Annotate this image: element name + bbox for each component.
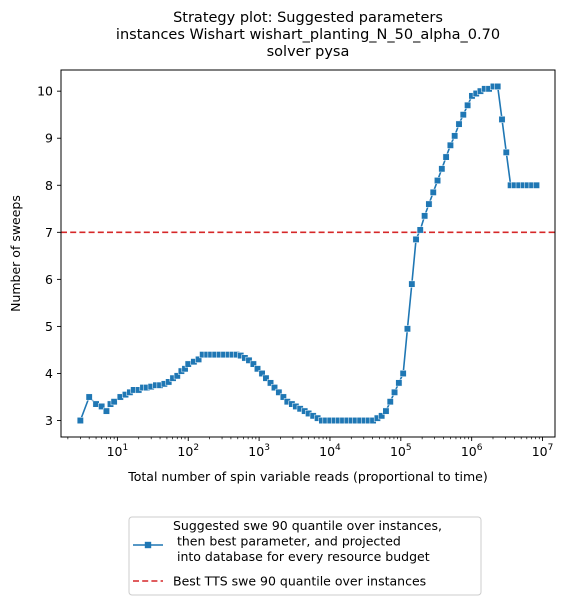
y-tick-label: 3	[45, 413, 53, 428]
y-tick-label: 5	[45, 319, 53, 334]
x-tick-exponent: 2	[193, 443, 199, 453]
data-point	[110, 398, 118, 406]
data-point	[98, 402, 106, 410]
series-line	[79, 85, 537, 422]
data-point	[386, 398, 394, 406]
x-tick-base: 10	[107, 444, 123, 459]
data-point	[412, 235, 420, 243]
data-point	[403, 325, 411, 333]
data-point	[165, 378, 173, 386]
data-point	[502, 148, 510, 156]
chart-title-line: Strategy plot: Suggested parameters	[173, 10, 443, 26]
data-point	[76, 417, 84, 424]
x-tick-exponent: 3	[264, 443, 270, 453]
x-tick-label: 106	[461, 443, 483, 459]
data-point	[378, 412, 386, 420]
x-tick-label: 104	[319, 443, 341, 459]
data-point	[399, 370, 407, 377]
y-axis-ticks: 3 4 5 6 7 8 9 10	[37, 84, 61, 428]
x-tick-base: 10	[461, 444, 477, 459]
chart-title-line: instances Wishart wishart_planting_N_50_…	[116, 27, 500, 43]
x-tick-exponent: 6	[477, 443, 483, 453]
data-point	[382, 407, 390, 415]
data-point	[173, 372, 181, 380]
data-point	[459, 111, 467, 119]
legend-box	[128, 516, 482, 596]
x-tick-base: 10	[390, 444, 406, 459]
data-point	[494, 83, 502, 90]
legend-series-marker	[144, 541, 152, 549]
y-tick-label: 9	[45, 131, 53, 146]
y-tick-label: 4	[45, 366, 53, 381]
data-point	[438, 165, 446, 173]
y-tick-label: 10	[37, 84, 53, 99]
data-point	[102, 407, 110, 415]
data-point	[271, 384, 278, 392]
data-point	[421, 212, 429, 220]
data-series	[76, 83, 540, 424]
chart-title: Strategy plot: Suggested parametersinsta…	[116, 10, 500, 60]
data-point	[249, 360, 257, 368]
data-point	[408, 280, 416, 288]
x-tick-exponent: 1	[122, 443, 128, 453]
data-point	[391, 388, 399, 396]
data-point	[416, 226, 424, 234]
x-tick-label: 107	[532, 443, 554, 459]
data-point	[195, 355, 203, 363]
plot-area-frame	[60, 69, 556, 438]
x-tick-base: 10	[319, 444, 335, 459]
data-point	[464, 101, 472, 109]
x-tick-exponent: 4	[335, 443, 341, 453]
x-tick-label: 102	[177, 443, 199, 459]
data-point	[532, 181, 540, 189]
x-axis-label: Total number of spin variable reads (pro…	[127, 469, 488, 484]
data-point	[429, 188, 437, 196]
y-tick-label: 6	[45, 272, 53, 287]
data-point	[279, 393, 287, 401]
data-point	[451, 132, 459, 140]
data-point	[446, 141, 454, 149]
legend-series-name: Suggested swe 90 quantile over instances…	[173, 518, 442, 564]
data-point	[455, 120, 463, 128]
x-tick-base: 10	[532, 444, 548, 459]
data-point	[434, 177, 442, 185]
chart-title-line: solver pysa	[267, 44, 350, 60]
data-point	[245, 356, 253, 364]
data-point	[262, 374, 270, 382]
y-tick-label: 8	[45, 178, 53, 193]
data-point	[258, 370, 266, 377]
data-point	[395, 379, 403, 387]
data-point	[498, 115, 506, 123]
data-point	[267, 379, 274, 387]
x-tick-label: 101	[107, 443, 129, 459]
x-tick-base: 10	[248, 444, 264, 459]
data-point	[254, 365, 261, 373]
y-tick-label: 7	[45, 225, 53, 240]
x-tick-base: 10	[177, 444, 193, 459]
legend: Suggested swe 90 quantile over instances…	[128, 516, 482, 596]
data-point	[85, 393, 93, 401]
x-axis-ticks: 101 102 103 104 105 106 107	[67, 437, 554, 459]
data-point	[275, 388, 283, 396]
x-tick-label: 105	[390, 443, 412, 459]
legend-reference-name: Best TTS swe 90 quantile over instances	[173, 574, 426, 589]
x-tick-label: 103	[248, 443, 270, 459]
x-tick-exponent: 7	[548, 443, 554, 453]
data-point	[425, 200, 433, 208]
data-point	[442, 153, 450, 161]
y-axis-label: Number of sweeps	[8, 195, 23, 312]
x-tick-exponent: 5	[406, 443, 412, 453]
